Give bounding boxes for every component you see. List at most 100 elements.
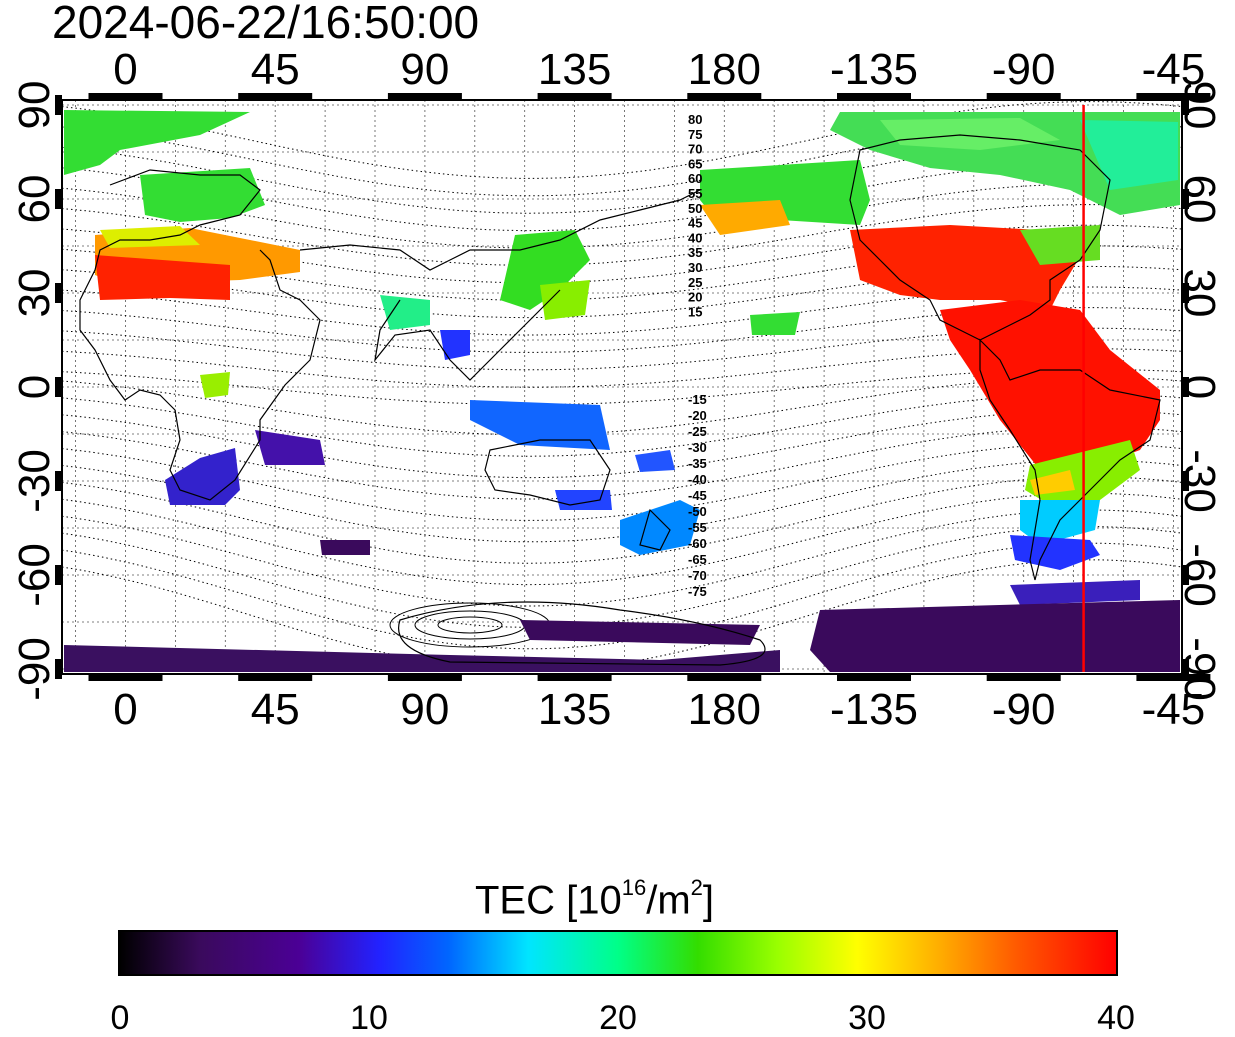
contour-line	[62, 559, 1182, 671]
contour-line	[62, 121, 1182, 197]
frame-tick-top	[88, 93, 163, 100]
contour-label: 25	[688, 275, 702, 290]
contour-label: -55	[688, 520, 707, 535]
contour-label: -15	[688, 392, 707, 407]
bottom-longitude-tick: 135	[538, 685, 611, 734]
contour-line	[62, 224, 1182, 284]
frame-tick-top	[387, 93, 462, 100]
frame-tick-left	[55, 471, 62, 491]
frame-tick-right	[1182, 471, 1189, 491]
contour-label: 15	[688, 304, 702, 319]
frame-tick-left	[55, 659, 62, 679]
top-longitude-tick: -45	[1142, 45, 1206, 94]
frame-tick-right	[1182, 377, 1189, 397]
left-latitude-tick: -30	[10, 449, 59, 513]
frame-tick-left	[55, 189, 62, 209]
bottom-longitude-tick: 0	[113, 685, 137, 734]
contour-line	[62, 476, 1182, 564]
contour-line	[62, 204, 1182, 266]
contour-label: 45	[688, 216, 702, 231]
frame-tick-bottom	[238, 674, 313, 681]
contour-label: -45	[688, 488, 707, 503]
contour-label: -20	[688, 408, 707, 423]
top-longitude-tick: -135	[830, 45, 918, 94]
contour-label: -60	[688, 536, 707, 551]
contour-line	[62, 443, 1182, 521]
frame-tick-bottom	[537, 674, 612, 681]
bottom-longitude-tick: 90	[400, 685, 449, 734]
frame-tick-right	[1182, 95, 1189, 115]
right-latitude-tick: 0	[1175, 375, 1224, 399]
contour-label: 65	[688, 156, 702, 171]
right-latitude-tick: -30	[1175, 449, 1224, 513]
top-longitude-tick: 0	[113, 45, 137, 94]
contour-label: 50	[688, 201, 702, 216]
frame-tick-top	[537, 93, 612, 100]
top-longitude-tick: -90	[992, 45, 1056, 94]
frame-tick-top	[687, 93, 762, 100]
axis-tick-labels: 0 45 90 135 180 -135 -90 -450 45 90 135 180 -135 -90-…	[10, 45, 1224, 734]
contour-label: -70	[688, 568, 707, 583]
frame-tick-left	[55, 95, 62, 115]
colorbar-tick-label: 0	[110, 999, 130, 1037]
frame-tick-left	[55, 283, 62, 303]
colorbar-tick-label: 20	[599, 999, 637, 1037]
contour-line	[62, 265, 1182, 319]
bottom-longitude-tick: -45	[1142, 685, 1206, 734]
contour-line	[62, 101, 1182, 179]
frame-tick-bottom	[1136, 674, 1211, 681]
frame-tick-bottom	[986, 674, 1061, 681]
contour-label: 70	[688, 142, 702, 157]
contour-label: -25	[688, 424, 707, 439]
colorbar-tick-label: 10	[350, 999, 388, 1037]
contour-label: 35	[688, 245, 702, 260]
bottom-longitude-tick: -90	[992, 685, 1056, 734]
map-title: 2024-06-22/16:50:00	[52, 0, 480, 48]
colorbar-tick-label: 30	[848, 999, 886, 1037]
right-latitude-tick: 90	[1175, 81, 1224, 130]
contour-ellipse	[437, 616, 503, 634]
contour-line	[62, 526, 1182, 628]
contour-label: -50	[688, 504, 707, 519]
frame-tick-bottom	[88, 674, 163, 681]
top-longitude-tick: 180	[688, 45, 761, 94]
right-latitude-tick: -60	[1175, 543, 1224, 607]
frame-tick-top	[986, 93, 1061, 100]
contour-label: 55	[688, 186, 702, 201]
contour-line	[62, 492, 1182, 586]
contour-label: 20	[688, 290, 702, 305]
frame-tick-left	[55, 565, 62, 585]
colorbar	[118, 930, 1118, 976]
contour-label: 80	[688, 112, 702, 127]
contour-line	[62, 376, 1182, 436]
bottom-longitude-tick: 180	[688, 685, 761, 734]
colorbar-tick-label: 40	[1097, 999, 1135, 1037]
colorbar-title: TEC [1016/m2]	[475, 875, 715, 923]
contour-label: 30	[688, 260, 702, 275]
contour-label: -35	[688, 456, 707, 471]
contour-label: 40	[688, 230, 702, 245]
top-longitude-tick: 135	[538, 45, 611, 94]
contour-label: 60	[688, 171, 702, 186]
contour-label: -30	[688, 440, 707, 455]
tec-data-patches	[64, 110, 1180, 672]
left-latitude-tick: 90	[10, 81, 59, 130]
frame-tick-right	[1182, 659, 1189, 679]
frame-tick-marks	[55, 93, 1211, 681]
left-latitude-tick: -60	[10, 543, 59, 607]
bottom-longitude-tick: 45	[251, 685, 300, 734]
frame-tick-top	[837, 93, 911, 100]
frame-tick-right	[1182, 189, 1189, 209]
left-latitude-tick: -90	[10, 637, 59, 701]
top-longitude-tick: 45	[251, 45, 300, 94]
frame-tick-bottom	[837, 674, 911, 681]
frame-tick-bottom	[387, 674, 462, 681]
coastline-outline	[79, 134, 1161, 666]
contour-label: -65	[688, 552, 707, 567]
right-latitude-tick: -90	[1175, 637, 1224, 701]
right-latitude-tick: 60	[1175, 175, 1224, 224]
right-latitude-tick: 30	[1175, 269, 1224, 318]
frame-tick-bottom	[687, 674, 762, 681]
frame-tick-right	[1182, 565, 1189, 585]
